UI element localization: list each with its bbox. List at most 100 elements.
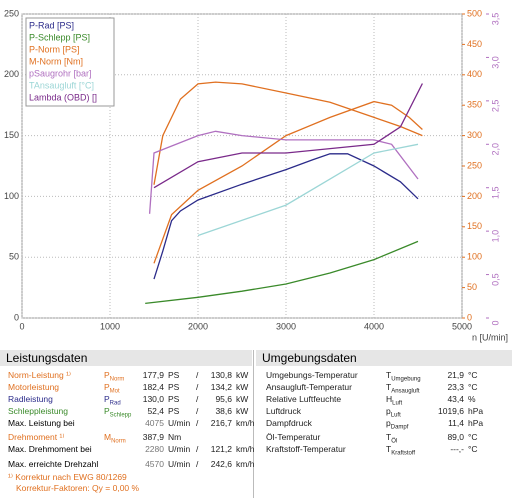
x-tick-label: 2000 [188, 321, 208, 331]
symbol-sub: Mot [109, 388, 120, 395]
symbol: TAnsaugluft [386, 382, 420, 398]
unit2: kW [236, 382, 249, 392]
symbol-sub: Rad [109, 400, 121, 407]
series-line [148, 130, 419, 214]
series-line [153, 153, 419, 280]
value2: 134,2 [210, 382, 232, 392]
y2-tick-label: 200 [467, 191, 482, 201]
symbol: pDampf [386, 418, 408, 434]
sep: / [196, 394, 199, 404]
series-line [153, 81, 423, 185]
y2-tick-label: 450 [467, 39, 482, 49]
legend-entry: M-Norm [Nm] [29, 56, 83, 66]
value2: 95,6 [215, 394, 232, 404]
symbol: HLuft [386, 394, 402, 410]
symbol-main: p [386, 406, 391, 416]
value: ---,- [450, 444, 464, 454]
value: 23,3 [447, 382, 464, 392]
series-line [197, 143, 419, 237]
symbol-main: P [104, 370, 110, 380]
unit1: U/min [168, 459, 191, 469]
y3-tick-label: 2,5 [490, 100, 500, 113]
label: Motorleistung [8, 382, 60, 392]
symbol-sub: Luft [392, 400, 403, 407]
value: 11,4 [448, 418, 464, 428]
unit2: km/h [236, 418, 255, 428]
label: Norm-Leistung ¹⁾ [8, 370, 72, 380]
value1: 177,9 [142, 370, 164, 380]
symbol: MNorm [104, 432, 126, 448]
symbol-sub: Kraftstoff [391, 450, 416, 457]
symbol-sub: Umgebung [391, 376, 421, 383]
y2-tick-label: 150 [467, 221, 482, 231]
unit1: PS [168, 394, 180, 404]
legend-entry: Lambda (OBD) [] [29, 92, 97, 102]
y2-tick-label: 50 [467, 282, 477, 292]
label: Umgebungs-Temperatur [266, 370, 358, 380]
y-tick-label: 250 [4, 8, 19, 18]
y-tick-label: 200 [4, 69, 19, 79]
section-title: Umgebungsdaten [256, 350, 512, 366]
x-tick-label: 3000 [276, 321, 296, 331]
value: 43,4 [447, 394, 464, 404]
y-tick-label: 150 [4, 130, 19, 140]
x-tick-label: 4000 [364, 321, 384, 331]
y3-tick-label: 3,5 [490, 13, 500, 26]
x-tick-label: 5000 [452, 321, 472, 331]
symbol-main: T [386, 382, 392, 392]
footnote: Korrektur-Faktoren: Qy = 0,00 % [16, 483, 140, 493]
y2-tick-label: 0 [467, 312, 472, 322]
value1: 4570 [145, 459, 164, 469]
unit: % [468, 394, 476, 404]
label: Öl-Temperatur [266, 432, 321, 442]
value2: 38,6 [215, 406, 232, 416]
symbol-main: T [386, 432, 392, 442]
symbol-main: p [386, 418, 391, 428]
x-tick-label: 1000 [100, 321, 120, 331]
divider [253, 350, 254, 498]
legend-entry: TAnsaugluft [°C] [29, 80, 94, 90]
sep: / [196, 406, 199, 416]
unit: hPa [468, 418, 484, 428]
value: 89,0 [447, 432, 464, 442]
y2-tick-label: 350 [467, 100, 482, 110]
legend-entry: pSaugrohr [bar] [29, 68, 92, 78]
label: Max. erreichte Drehzahl [8, 459, 99, 469]
symbol-main: H [386, 394, 393, 404]
unit1: PS [168, 406, 180, 416]
symbol: TUmgebung [386, 370, 421, 386]
symbol-main: P [104, 406, 110, 416]
symbol-sub: Dampf [390, 424, 409, 431]
legend-entry: P-Rad [PS] [29, 20, 74, 30]
y-tick-label: 50 [9, 252, 19, 262]
sep: / [196, 444, 199, 454]
sep: / [196, 418, 199, 428]
symbol: TÖl [386, 432, 397, 448]
series-line [153, 83, 423, 189]
symbol: pLuft [386, 406, 401, 422]
footnote: ¹⁾ Korrektur nach EWG 80/1269 [8, 472, 127, 482]
legend-entry: P-Schlepp [PS] [29, 32, 90, 42]
label: Ansaugluft-Temperatur [266, 382, 352, 392]
unit2: kW [236, 394, 249, 404]
y3-tick-label: 1,5 [490, 186, 500, 199]
y2-tick-label: 100 [467, 252, 482, 262]
sep: / [196, 382, 199, 392]
sep: / [196, 370, 199, 380]
symbol-main: T [386, 370, 392, 380]
symbol-sub: Öl [391, 438, 398, 445]
y3-tick-label: 1,0 [490, 230, 500, 243]
label: Schleppleistung [8, 406, 69, 416]
symbol-sub: Norm [109, 376, 125, 383]
y-tick-label: 100 [4, 191, 19, 201]
symbol-main: P [104, 394, 110, 404]
value2: 130,8 [210, 370, 232, 380]
y2-tick-label: 500 [467, 8, 482, 18]
unit1: U/min [168, 418, 191, 428]
label: Radleistung [8, 394, 53, 404]
label: Kraftstoff-Temperatur [266, 444, 346, 454]
symbol: PMot [104, 382, 120, 398]
symbol-main: T [386, 444, 392, 454]
